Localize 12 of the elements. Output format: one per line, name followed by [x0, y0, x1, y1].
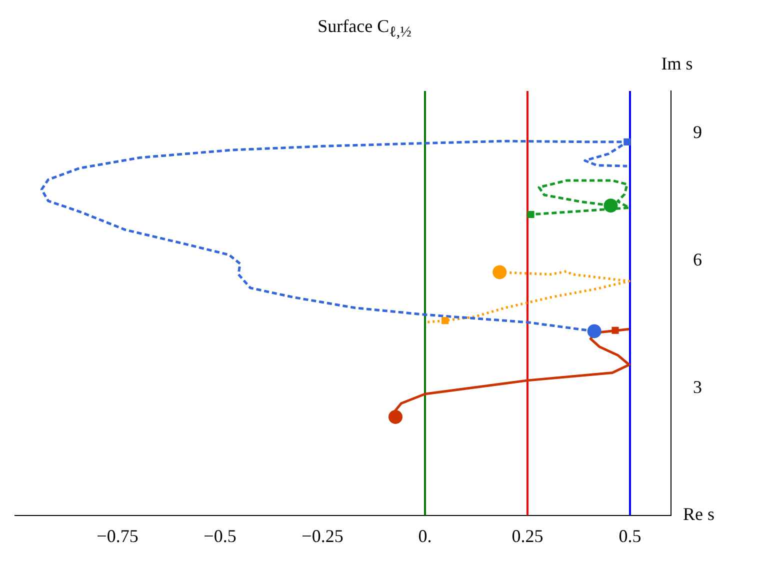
- x-tick-label: −0.5: [204, 526, 236, 546]
- x-tick-label: 0.25: [512, 526, 544, 546]
- y-tick-label: 3: [693, 376, 702, 397]
- x-tick-label: −0.75: [96, 526, 138, 546]
- x-tick-label: −0.25: [302, 526, 344, 546]
- x-tick-label: 0.: [418, 526, 432, 546]
- y-axis-title: Im s: [661, 54, 693, 74]
- y-tick-label: 9: [693, 122, 702, 142]
- y-tick-label: 6: [693, 249, 702, 270]
- x-axis-title: Re s: [683, 504, 714, 524]
- chart-title: Surface C$_{ℓ,½}$: [316, 15, 412, 43]
- x-tick-label: 0.5: [618, 526, 642, 546]
